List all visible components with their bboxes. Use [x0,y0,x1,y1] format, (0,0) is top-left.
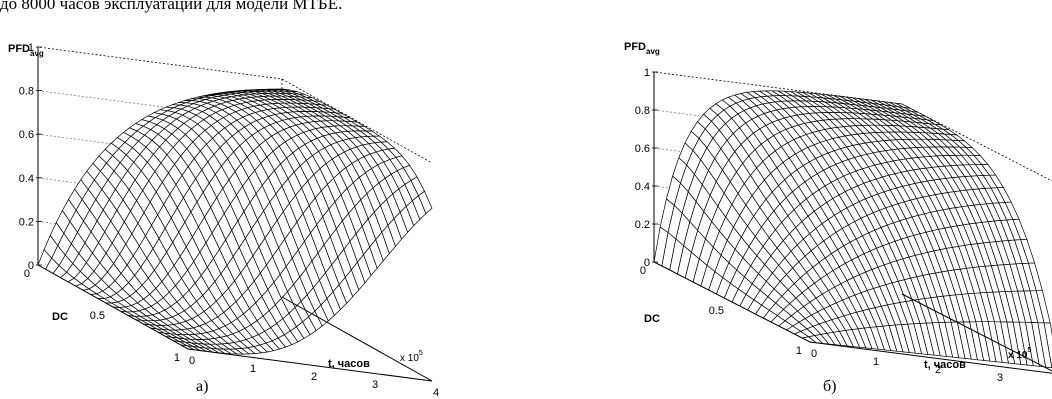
z-tick-label: 0.8 [19,86,34,98]
axis-lines [37,47,433,382]
y-tick-label: 0 [24,268,30,280]
chart-caption-a: а) [196,378,209,395]
x-axis-label: t, часов [924,359,966,371]
z-tick-label: 0.8 [635,105,650,117]
x-axis-multiplier: x 105 [400,350,423,364]
axis-lines [653,72,1052,374]
z-tick-label: 1 [28,42,34,54]
x-tick-label: 0 [189,355,195,367]
z-axis-label-main: PFD [624,41,646,53]
axis-labels: PFDavg DC t, часов [8,43,370,370]
z-axis-label-sub: avg [646,47,660,56]
x-axis-multiplier: x 105 [1008,347,1031,361]
z-tick-label: 1 [644,67,650,79]
y-axis-label: DC [644,313,660,325]
axis-labels: PFDavg DC t, часов [624,41,966,371]
z-tick-label: 0 [644,257,650,269]
z-tick-label: 0.4 [19,173,34,185]
x-tick-label: 2 [311,371,317,383]
x-axis-label: t, часов [328,358,370,370]
x-tick-label: 3 [997,372,1003,384]
x-tick-label: 1 [250,363,256,375]
z-axis-label-sub: avg [30,49,44,58]
z-tick-label: 0.2 [635,219,650,231]
x-tick-label: 3 [372,379,378,391]
page-header-text: до 8000 часов эксплуатации для модели МТ… [0,0,343,13]
z-tick-label: 0.2 [19,216,34,228]
z-axis-label-main: PFD [8,43,30,55]
chart-caption-b: б) [823,378,837,395]
x-tick-label: 0 [811,348,817,360]
x-tick-label: 4 [433,387,439,399]
chart-panel-a: 0 0.2 0.4 0.6 0.8 1 0 0.5 1 0 1 2 3 4 PFDavg DC t, часов… [0,0,470,399]
x-tick-label: 1 [873,356,879,368]
y-tick-label: 1 [174,352,180,364]
y-tick-label: 0.5 [709,305,724,317]
z-tick-label: 0.4 [635,181,650,193]
y-tick-label: 1 [796,345,802,357]
z-tick-label: 0 [28,260,34,272]
z-axis-label: PFDavg [8,43,44,58]
z-tick-label: 0.6 [635,143,650,155]
x-tick-label: 2 [935,364,941,376]
z-tick-label: 0.6 [19,129,34,141]
y-tick-label: 0 [640,265,646,277]
surface-mesh [37,88,433,355]
y-tick-label: 0.5 [90,310,105,322]
surface-mesh [653,90,1052,368]
y-axis-label: DC [52,311,68,323]
z-axis-label: PFDavg [624,41,660,56]
